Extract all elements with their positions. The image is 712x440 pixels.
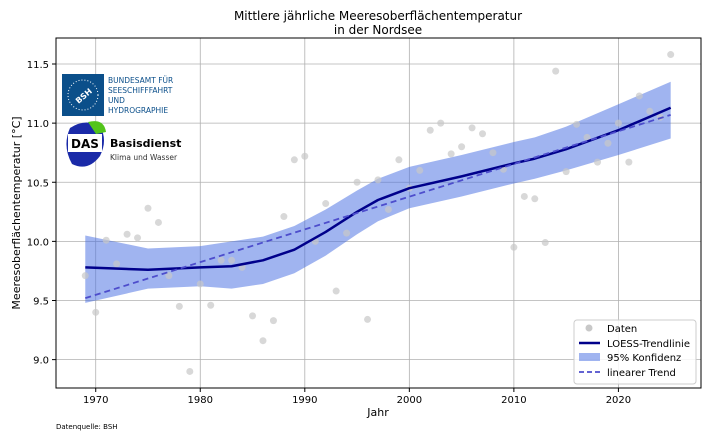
data-point — [249, 312, 257, 320]
data-point — [269, 317, 277, 325]
data-point — [144, 204, 152, 212]
data-point — [353, 178, 361, 186]
data-point — [562, 168, 570, 176]
bsh-logo-text: SEESCHIFFFAHRT — [108, 86, 173, 95]
data-point — [384, 205, 392, 213]
data-point — [92, 308, 100, 316]
x-tick-label: 1970 — [83, 395, 108, 406]
data-point — [614, 119, 622, 127]
source-note: Datenquelle: BSH — [56, 423, 118, 431]
x-tick-label: 1990 — [292, 395, 317, 406]
data-point — [447, 150, 455, 158]
data-point — [102, 236, 110, 244]
legend-marker-band — [579, 353, 600, 361]
data-point — [165, 272, 173, 280]
data-point — [186, 367, 194, 375]
data-point — [364, 315, 372, 323]
y-tick-label: 10.0 — [27, 237, 49, 248]
data-point — [646, 107, 654, 115]
legend-label-loess: LOESS-Trendlinie — [607, 339, 690, 350]
legend-label-band: 95% Konfidenz — [607, 353, 681, 364]
data-point — [510, 243, 518, 251]
legend-label-daten: Daten — [607, 324, 637, 335]
data-point — [583, 133, 591, 141]
data-point — [437, 119, 445, 127]
data-point — [81, 272, 89, 280]
data-point — [123, 230, 131, 238]
data-point — [604, 139, 612, 147]
data-point — [196, 280, 204, 288]
y-tick-label: 10.5 — [27, 178, 49, 189]
data-point — [552, 67, 560, 75]
data-point — [541, 239, 549, 247]
data-point — [531, 195, 539, 203]
chart-title-line1: Mittlere jährliche Meeresoberflächentemp… — [234, 9, 522, 23]
data-point — [426, 126, 434, 134]
bsh-logo: BSH BUNDESAMT FÜRSEESCHIFFFAHRTUNDHYDROG… — [62, 74, 173, 116]
data-point — [520, 192, 528, 200]
y-tick-label: 9.0 — [33, 356, 49, 367]
linear-trend-line — [85, 113, 671, 299]
data-point — [458, 143, 466, 151]
y-tick-label: 11.5 — [27, 60, 49, 71]
data-point — [134, 234, 142, 242]
data-point — [374, 176, 382, 184]
loess-line — [85, 106, 672, 272]
legend: Daten LOESS-Trendlinie 95% Konfidenz lin… — [573, 319, 697, 385]
data-points — [81, 51, 675, 375]
data-point — [625, 158, 633, 166]
data-point — [667, 51, 675, 59]
data-point — [489, 149, 497, 157]
data-point — [332, 287, 340, 295]
y-tick-label: 9.5 — [33, 297, 49, 308]
x-tick-label: 2020 — [606, 395, 631, 406]
x-tick-label: 1980 — [188, 395, 213, 406]
x-tick-label: 2010 — [501, 395, 526, 406]
data-point — [416, 166, 424, 174]
data-point — [343, 229, 351, 237]
bsh-logo-text: HYDROGRAPHIE — [108, 106, 168, 115]
data-point — [113, 260, 121, 268]
data-point — [154, 218, 162, 226]
data-point — [479, 130, 487, 138]
data-point — [322, 200, 330, 208]
confidence-band-area — [85, 81, 671, 303]
chart-title-line2: in der Nordsee — [334, 23, 422, 37]
das-logo: DAS Basisdienst Klima und Wasser — [66, 121, 181, 167]
bsh-logo-text: UND — [108, 96, 125, 105]
svg-text:Basisdienst: Basisdienst — [110, 137, 181, 150]
data-point — [207, 301, 215, 309]
data-point — [290, 156, 298, 164]
data-point — [280, 213, 288, 221]
svg-text:DAS: DAS — [71, 137, 99, 151]
trend-lines — [85, 106, 672, 299]
legend-marker-daten — [585, 324, 593, 332]
confidence-band — [85, 81, 671, 303]
data-point — [395, 156, 403, 164]
x-tick-label: 2000 — [397, 395, 422, 406]
data-point — [468, 124, 476, 132]
y-tick-label: 11.0 — [27, 119, 49, 130]
y-axis-label: Meeresoberflächentemperatur [°C] — [10, 116, 23, 309]
data-point — [228, 256, 236, 264]
data-point — [573, 120, 581, 128]
data-point — [301, 152, 309, 160]
plot-frame — [55, 37, 702, 389]
data-point — [594, 158, 602, 166]
data-point — [217, 256, 225, 264]
legend-label-linear: linearer Trend — [607, 368, 676, 379]
data-point — [175, 302, 183, 310]
bsh-logo-text: BUNDESAMT FÜR — [108, 76, 173, 85]
svg-text:Klima und Wasser: Klima und Wasser — [110, 153, 178, 162]
data-point — [259, 337, 267, 345]
x-axis-label: Jahr — [366, 406, 389, 419]
axis-ticks: 1970 1980 1990 2000 2010 2020 9.0 9.5 10.0 10.5 11… — [27, 60, 631, 406]
grid — [56, 38, 701, 388]
data-point — [635, 92, 643, 100]
